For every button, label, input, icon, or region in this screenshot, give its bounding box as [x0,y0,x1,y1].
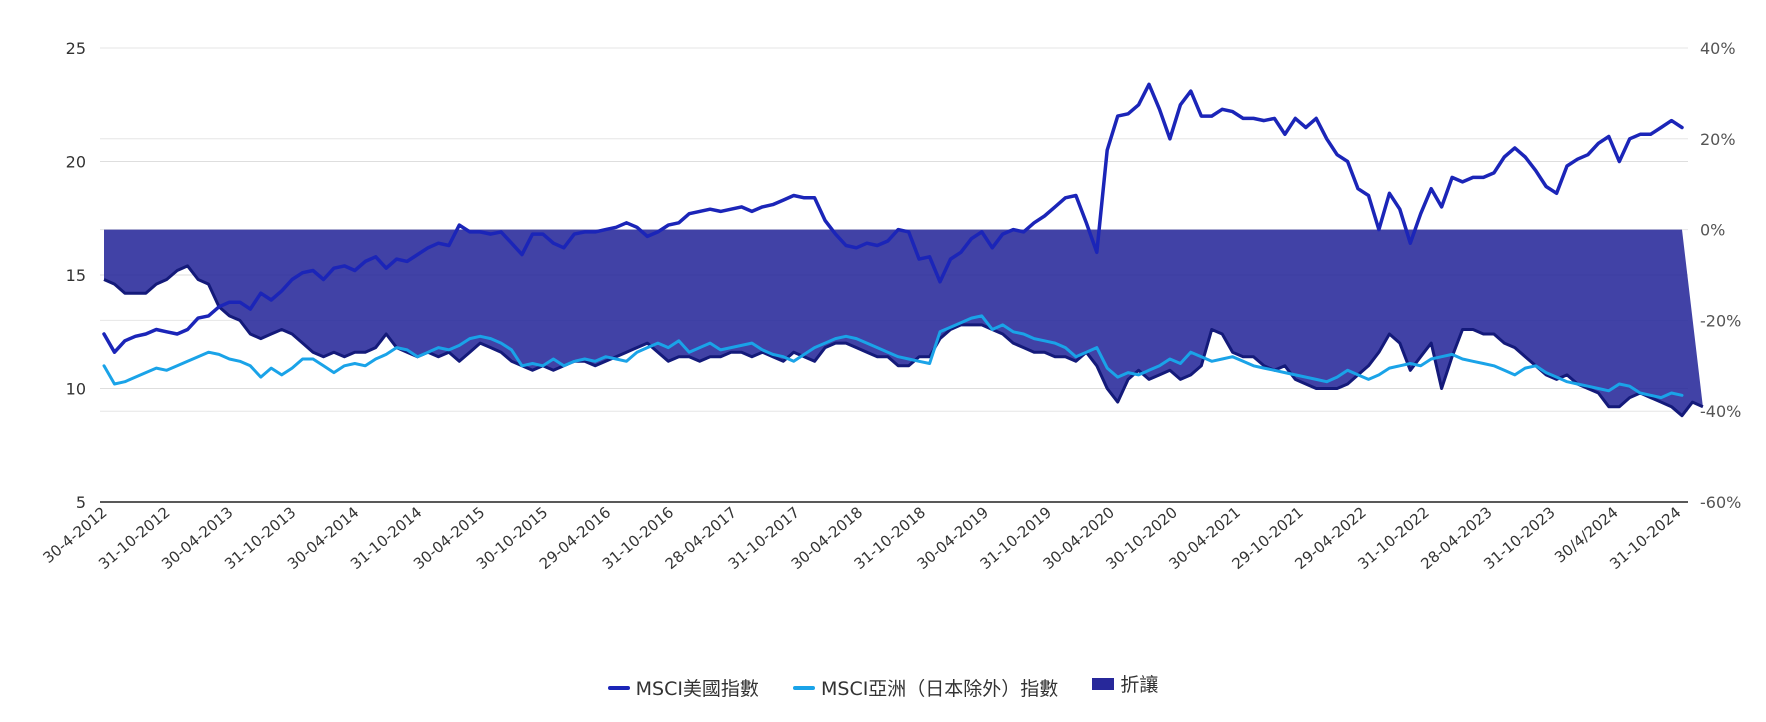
y-right-tick-label: 40% [1700,39,1736,58]
y-right-tick-label: -20% [1700,311,1741,330]
legend-swatch-discount [1092,677,1115,690]
legend-swatch-usa [607,685,630,690]
y-right-tick-label: -40% [1700,402,1741,421]
legend-item-discount[interactable]: 折讓 [1092,670,1158,697]
y-right-tick-label: -60% [1700,493,1741,512]
y-left-tick-label: 15 [66,266,86,285]
y-right-tick-label: 20% [1700,130,1736,149]
legend-item-asia[interactable]: MSCI亞洲（日本除外）指數 [792,674,1059,701]
series-line-usa [102,82,1684,354]
y-left-tick-label: 20 [66,153,86,172]
discount-area [104,229,1703,416]
series-lines-layer [102,82,1684,400]
legend-label-usa: MSCI美國指數 [635,678,759,700]
y-left-tick-label: 10 [66,380,86,399]
series-line-asia [102,314,1684,400]
y-left-tick-label: 25 [66,39,86,58]
discount-line [103,264,1704,418]
y-left-tick-label: 5 [76,493,86,512]
legend: MSCI美國指數 MSCI亞洲（日本除外）指數 折讓 [0,670,1766,701]
discount-area-layer [103,229,1704,418]
legend-label-discount: 折讓 [1120,674,1159,696]
legend-item-usa[interactable]: MSCI美國指數 [607,674,759,701]
y-right-tick-label: 0% [1700,221,1725,240]
legend-swatch-asia [792,685,815,690]
legend-label-asia: MSCI亞洲（日本除外）指數 [820,678,1059,700]
